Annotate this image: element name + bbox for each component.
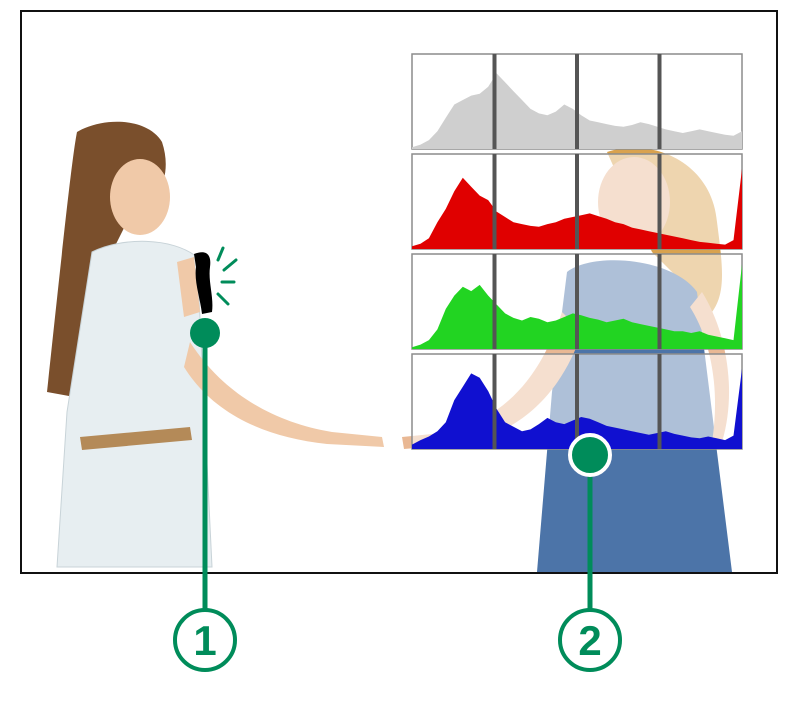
left-person-belt: [80, 427, 192, 450]
histogram-panel: [411, 53, 743, 450]
histogram-red: [411, 153, 743, 250]
callout-2-circle: [558, 608, 622, 672]
callout-1: 1: [173, 318, 237, 672]
callout-2: 2: [558, 433, 622, 672]
camera-display-frame: [20, 10, 778, 574]
left-person-dress: [56, 240, 213, 568]
callout-2-label: 2: [578, 617, 601, 664]
callout-1-label: 1: [193, 617, 216, 664]
histogram-luminance: [411, 53, 743, 150]
left-person-face: [110, 159, 170, 235]
left-person-raised-arm: [177, 257, 200, 317]
callout-2-dot: [568, 433, 612, 477]
left-person: [47, 121, 384, 568]
blinking-highlight-area: [194, 252, 213, 314]
highlight-warning: [194, 246, 238, 314]
histogram-green: [411, 253, 743, 350]
callout-1-circle: [173, 608, 237, 672]
callout-1-dot: [190, 318, 220, 348]
histogram-blue: [411, 353, 743, 450]
left-person-arm: [184, 342, 384, 447]
